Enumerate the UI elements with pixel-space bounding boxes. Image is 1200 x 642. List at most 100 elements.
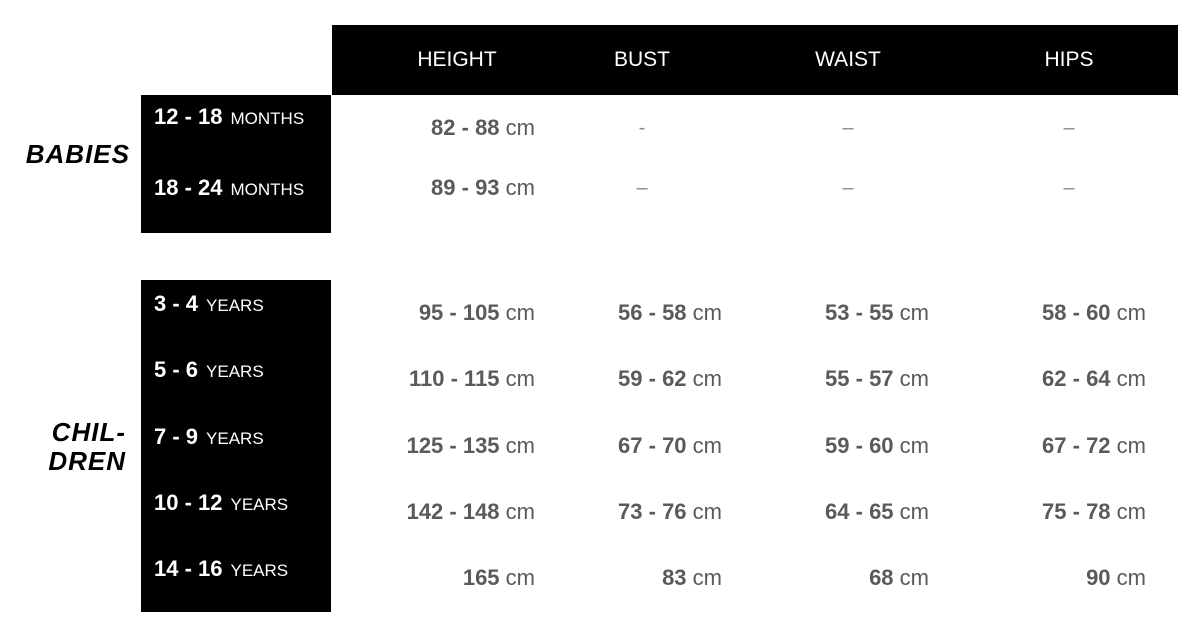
- measurement-value: 82 - 88 cm: [431, 115, 535, 141]
- measurement-number: 59 - 60: [825, 433, 894, 458]
- measurement-value: 55 - 57 cm: [825, 366, 929, 392]
- measurement-value: 142 - 148 cm: [407, 499, 535, 525]
- age-range: 5 - 6: [154, 357, 199, 382]
- column-header-bust: BUST: [613, 48, 671, 71]
- age-range: 12 - 18: [154, 104, 223, 129]
- age-range: 18 - 24: [154, 175, 223, 200]
- measurement-unit: cm: [692, 366, 722, 391]
- measurement-value: 125 - 135 cm: [407, 433, 535, 459]
- age-unit: YEARS: [230, 561, 289, 580]
- empty-value: –: [636, 177, 648, 199]
- measurement-unit: cm: [1116, 300, 1146, 325]
- measurement-value: 95 - 105 cm: [419, 300, 535, 326]
- group-babies: BABIES: [25, 139, 130, 169]
- group-children-line2: DREN: [48, 446, 126, 476]
- measurement-unit: cm: [505, 433, 535, 458]
- measurement-number: 90: [1086, 565, 1111, 590]
- group-children: CHIL- DREN: [14, 418, 126, 476]
- measurement-unit: cm: [505, 115, 535, 140]
- measurement-number: 82 - 88: [431, 115, 500, 140]
- row-label: 12 - 18 MONTHS: [154, 104, 304, 130]
- measurement-number: 55 - 57: [825, 366, 894, 391]
- column-header-bar: [332, 25, 1178, 95]
- measurement-number: 125 - 135: [406, 433, 500, 458]
- babies-label-box: [141, 95, 331, 233]
- measurement-value: 59 - 62 cm: [618, 366, 722, 392]
- row-label: 3 - 4 YEARS: [154, 291, 264, 317]
- row-label: 18 - 24 MONTHS: [154, 175, 304, 201]
- empty-value: –: [1063, 177, 1075, 199]
- measurement-number: 73 - 76: [618, 499, 687, 524]
- age-range: 3 - 4: [154, 291, 199, 316]
- measurement-unit: cm: [505, 300, 535, 325]
- empty-value: –: [1063, 117, 1075, 139]
- measurement-number: 58 - 60: [1042, 300, 1111, 325]
- empty-value: -: [638, 117, 646, 139]
- measurement-value: 83 cm: [662, 565, 722, 591]
- measurement-number: 110 - 115: [409, 366, 500, 391]
- age-unit: YEARS: [206, 429, 264, 448]
- age-unit: MONTHS: [230, 109, 305, 128]
- measurement-unit: cm: [899, 565, 929, 590]
- measurement-value: 89 - 93 cm: [431, 175, 535, 201]
- measurement-value: 64 - 65 cm: [825, 499, 929, 525]
- measurement-value: 75 - 78 cm: [1042, 499, 1146, 525]
- age-range: 10 - 12: [154, 490, 223, 515]
- measurement-value: 110 - 115 cm: [409, 366, 535, 392]
- column-header-hips: HIPS: [1044, 48, 1094, 71]
- measurement-value: 58 - 60 cm: [1042, 300, 1146, 326]
- measurement-unit: cm: [1116, 499, 1146, 524]
- measurement-value: 56 - 58 cm: [618, 300, 722, 326]
- measurement-unit: cm: [692, 499, 722, 524]
- measurement-number: 56 - 58: [618, 300, 687, 325]
- measurement-unit: cm: [1116, 433, 1146, 458]
- measurement-number: 67 - 70: [618, 433, 687, 458]
- measurement-unit: cm: [692, 300, 722, 325]
- measurement-number: 64 - 65: [825, 499, 894, 524]
- measurement-value: 90 cm: [1086, 565, 1146, 591]
- row-label: 14 - 16 YEARS: [154, 556, 288, 582]
- measurement-number: 89 - 93: [431, 175, 500, 200]
- age-unit: YEARS: [206, 296, 264, 315]
- measurement-unit: cm: [692, 433, 722, 458]
- measurement-number: 53 - 55: [825, 300, 894, 325]
- measurement-value: 53 - 55 cm: [825, 300, 929, 326]
- column-header-waist: WAIST: [815, 48, 881, 71]
- measurement-unit: cm: [692, 565, 722, 590]
- measurement-value: 73 - 76 cm: [618, 499, 722, 525]
- age-unit: YEARS: [230, 495, 289, 514]
- age-unit: YEARS: [206, 362, 264, 381]
- measurement-unit: cm: [505, 499, 535, 524]
- measurement-number: 67 - 72: [1042, 433, 1111, 458]
- measurement-unit: cm: [899, 499, 929, 524]
- age-unit: MONTHS: [230, 180, 305, 199]
- measurement-unit: cm: [1116, 366, 1146, 391]
- measurement-number: 68: [869, 565, 894, 590]
- measurement-value: 62 - 64 cm: [1042, 366, 1146, 392]
- column-header-height: HEIGHT: [417, 48, 497, 71]
- measurement-unit: cm: [899, 366, 929, 391]
- measurement-number: 75 - 78: [1042, 499, 1111, 524]
- measurement-unit: cm: [899, 433, 929, 458]
- empty-value: –: [842, 117, 854, 139]
- empty-value: –: [842, 177, 854, 199]
- measurement-number: 59 - 62: [618, 366, 687, 391]
- measurement-number: 62 - 64: [1042, 366, 1111, 391]
- measurement-value: 165 cm: [463, 565, 535, 591]
- measurement-value: 59 - 60 cm: [825, 433, 929, 459]
- age-range: 7 - 9: [154, 424, 199, 449]
- measurement-value: 68 cm: [869, 565, 929, 591]
- measurement-unit: cm: [505, 565, 535, 590]
- measurement-value: 67 - 70 cm: [618, 433, 722, 459]
- measurement-unit: cm: [505, 175, 535, 200]
- children-label-box: [141, 280, 331, 612]
- measurement-number: 142 - 148: [406, 499, 500, 524]
- measurement-unit: cm: [1116, 565, 1146, 590]
- measurement-number: 165: [462, 565, 500, 590]
- measurement-number: 95 - 105: [418, 300, 500, 325]
- measurement-unit: cm: [899, 300, 929, 325]
- measurement-number: 83: [662, 565, 687, 590]
- row-label: 10 - 12 YEARS: [154, 490, 288, 516]
- measurement-value: 67 - 72 cm: [1042, 433, 1146, 459]
